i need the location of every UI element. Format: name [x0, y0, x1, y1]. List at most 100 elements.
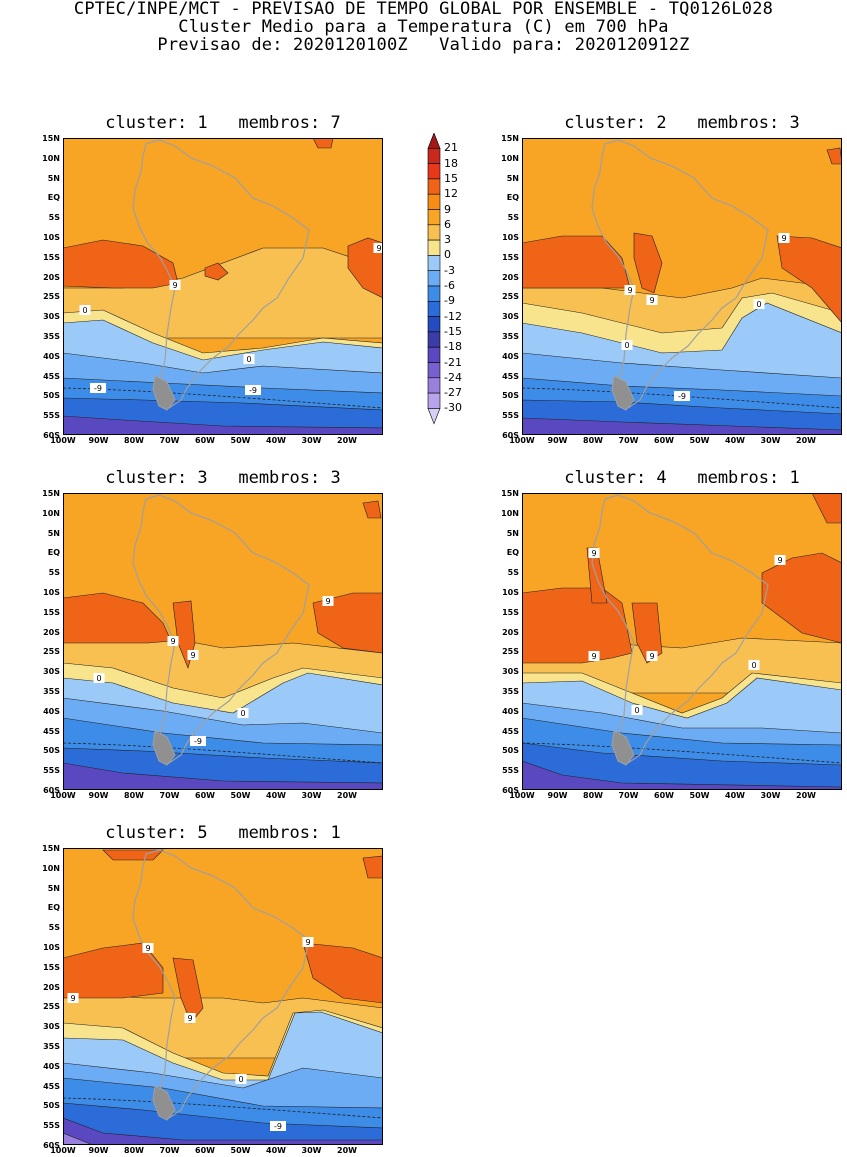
svg-text:0: 0	[240, 709, 245, 718]
longitude-tick-label: 40W	[266, 436, 286, 445]
latitude-tick-label: 15N	[501, 489, 519, 498]
svg-text:9: 9	[325, 597, 330, 606]
contour-label: -9	[245, 385, 261, 395]
longitude-tick-label: 90W	[88, 436, 109, 445]
contour-label: -9	[270, 1121, 286, 1131]
longitude-tick-label: 60W	[195, 1146, 215, 1155]
contour-label: 0	[621, 340, 633, 350]
latitude-tick-label: 10N	[42, 863, 60, 873]
longitude-tick-label: 60W	[654, 791, 674, 800]
longitude-tick-label: 80W	[124, 791, 144, 800]
contour-label: -9	[674, 391, 690, 401]
colorbar-label: -18	[444, 340, 462, 354]
latitude-tick-label: 5S	[48, 213, 60, 223]
contour-label: 0	[748, 660, 760, 670]
contour-label: -9	[90, 383, 106, 393]
latitude-tick-label: 15N	[42, 134, 60, 143]
colorbar-label: 21	[444, 141, 458, 155]
longitude-tick-label: 100W	[50, 1146, 76, 1155]
longitude-tick-label: 20W	[337, 791, 357, 800]
longitude-tick-label: 90W	[547, 436, 568, 445]
contour-label: 9	[373, 243, 385, 253]
coastline	[132, 494, 310, 764]
svg-text:-9: -9	[94, 384, 102, 393]
colorbar-segment	[427, 377, 441, 394]
latitude-tick-label: 60S	[502, 786, 519, 795]
colorbar-segment	[427, 132, 441, 149]
latitude-tick-label: 5S	[507, 213, 519, 223]
latitude-tick-label: 15S	[43, 252, 60, 262]
svg-text:9: 9	[190, 651, 195, 660]
contour-minus9-line	[521, 387, 843, 409]
colorbar-segment	[427, 255, 441, 272]
latitude-tick-label: 45S	[43, 726, 60, 736]
colorbar-label: -9	[444, 294, 455, 308]
temperature-band	[633, 232, 663, 294]
colorbar-segment	[427, 193, 441, 210]
latitude-tick-label: 35S	[43, 332, 60, 341]
longitude-tick-label: 40W	[725, 436, 745, 445]
svg-text:9: 9	[777, 556, 782, 565]
contour-minus9-line	[62, 742, 384, 764]
contour-minus9-line	[62, 1097, 384, 1119]
svg-text:9: 9	[649, 296, 654, 305]
contour-label: 9	[646, 295, 658, 305]
latitude-tick-label: 5S	[507, 568, 519, 578]
longitude-tick-label: 80W	[583, 436, 603, 445]
latitude-tick-label: 10N	[42, 508, 60, 518]
panel-title-3: cluster: 3 membros: 3	[105, 468, 341, 488]
latitude-tick-label: 50S	[43, 746, 60, 756]
latitude-tick-label: 5N	[506, 528, 519, 538]
temperature-band	[204, 262, 229, 281]
latitude-tick-label: 30S	[43, 667, 60, 677]
colorbar-label: 9	[444, 202, 451, 216]
svg-text:9: 9	[591, 652, 596, 661]
longitude-tick-label: 60W	[654, 436, 674, 445]
contour-label: 9	[646, 651, 658, 661]
coastline	[132, 139, 310, 409]
colorbar-segment	[427, 239, 441, 256]
longitude-tick-label: 30W	[760, 436, 781, 445]
longitude-tick-label: 50W	[230, 791, 251, 800]
temperature-band	[172, 957, 204, 1024]
longitude-tick-label: 20W	[796, 436, 816, 445]
contour-label: 9	[778, 233, 790, 243]
panel-title-1: cluster: 1 membros: 7	[105, 113, 341, 133]
latitude-tick-label: 15S	[502, 607, 519, 617]
colorbar-segment	[427, 209, 441, 226]
contour-label: 9	[588, 548, 600, 558]
patagonia-landmass	[152, 375, 176, 411]
colorbar-label: 18	[444, 156, 458, 170]
patagonia-landmass	[152, 730, 176, 766]
longitude-tick-label: 80W	[583, 791, 603, 800]
longitude-tick-label: 60W	[195, 436, 215, 445]
latitude-tick-label: 5S	[48, 923, 60, 933]
svg-text:0: 0	[82, 306, 87, 315]
map-panel-cluster-4: 9 9 9 9 0 0	[521, 492, 843, 794]
panel-title-5: cluster: 5 membros: 1	[105, 823, 341, 843]
latitude-tick-label: 15S	[43, 962, 60, 972]
latitude-tick-label: 35S	[43, 687, 60, 696]
temperature-band	[521, 587, 633, 664]
colorbar-segment	[427, 148, 441, 164]
latitude-tick-label: 60S	[43, 431, 60, 440]
latitude-tick-label: 45S	[43, 1081, 60, 1091]
colorbar-label: -15	[444, 324, 462, 338]
coastline	[591, 494, 769, 764]
contour-label: 0	[243, 354, 255, 364]
latitude-tick-label: 20S	[43, 272, 60, 282]
contour-label: 0	[753, 299, 765, 309]
longitude-tick-label: 50W	[230, 1146, 251, 1155]
map5-svg: 9 9 9 9 0 -9	[62, 848, 384, 1146]
svg-text:9: 9	[649, 652, 654, 661]
colorbar-segment	[427, 285, 441, 302]
contour-label: 9	[302, 937, 314, 947]
latitude-tick-label: 30S	[43, 312, 60, 322]
latitude-tick-label: 55S	[502, 766, 519, 776]
longitude-tick-label: 100W	[50, 436, 76, 445]
contour-minus9-line	[521, 742, 843, 764]
map-panel-cluster-5: 9 9 9 9 0 -9	[62, 848, 384, 1149]
latitude-tick-label: 35S	[43, 1042, 60, 1051]
header-title: CPTEC/INPE/MCT - PREVISAO DE TEMPO GLOBA…	[73, 0, 774, 19]
svg-text:9: 9	[627, 286, 632, 295]
